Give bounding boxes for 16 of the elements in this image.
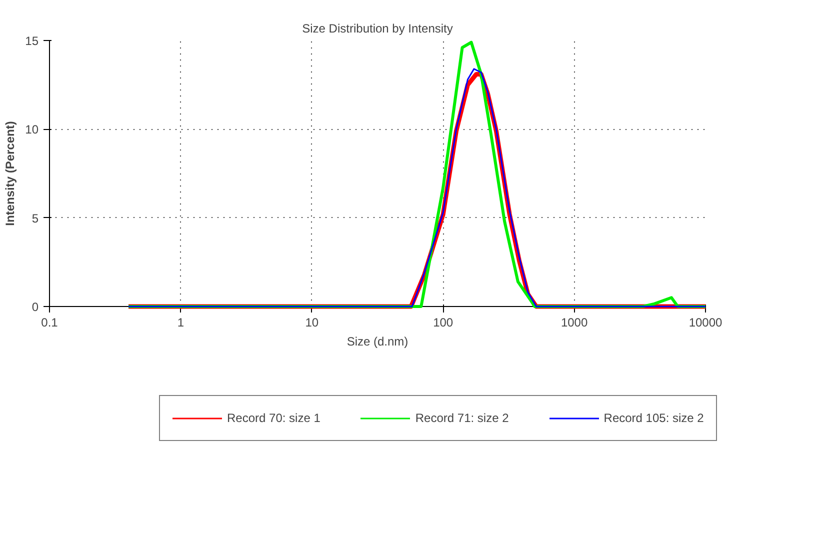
y-tick-label: 15 (25, 34, 39, 48)
x-tick-label: 1000 (560, 316, 588, 330)
x-tick-label: 10000 (688, 316, 723, 330)
x-tick-label: 1 (177, 316, 184, 330)
y-tick-label: 10 (25, 122, 39, 137)
x-tick-label: 0.1 (41, 316, 58, 330)
x-tick-label: 100 (433, 316, 454, 330)
legend-label: Record 71: size 2 (415, 411, 509, 425)
chart-title: Size Distribution by Intensity (302, 22, 453, 36)
legend-label: Record 70: size 1 (227, 411, 320, 425)
legend-label: Record 105: size 2 (604, 411, 704, 425)
y-tick-label: 0 (32, 300, 39, 314)
y-axis-title: Intensity (Percent) (3, 121, 18, 226)
x-tick-label: 10 (305, 316, 319, 330)
y-tick-label: 5 (32, 211, 39, 226)
x-axis-title: Size (d.nm) (346, 334, 408, 348)
